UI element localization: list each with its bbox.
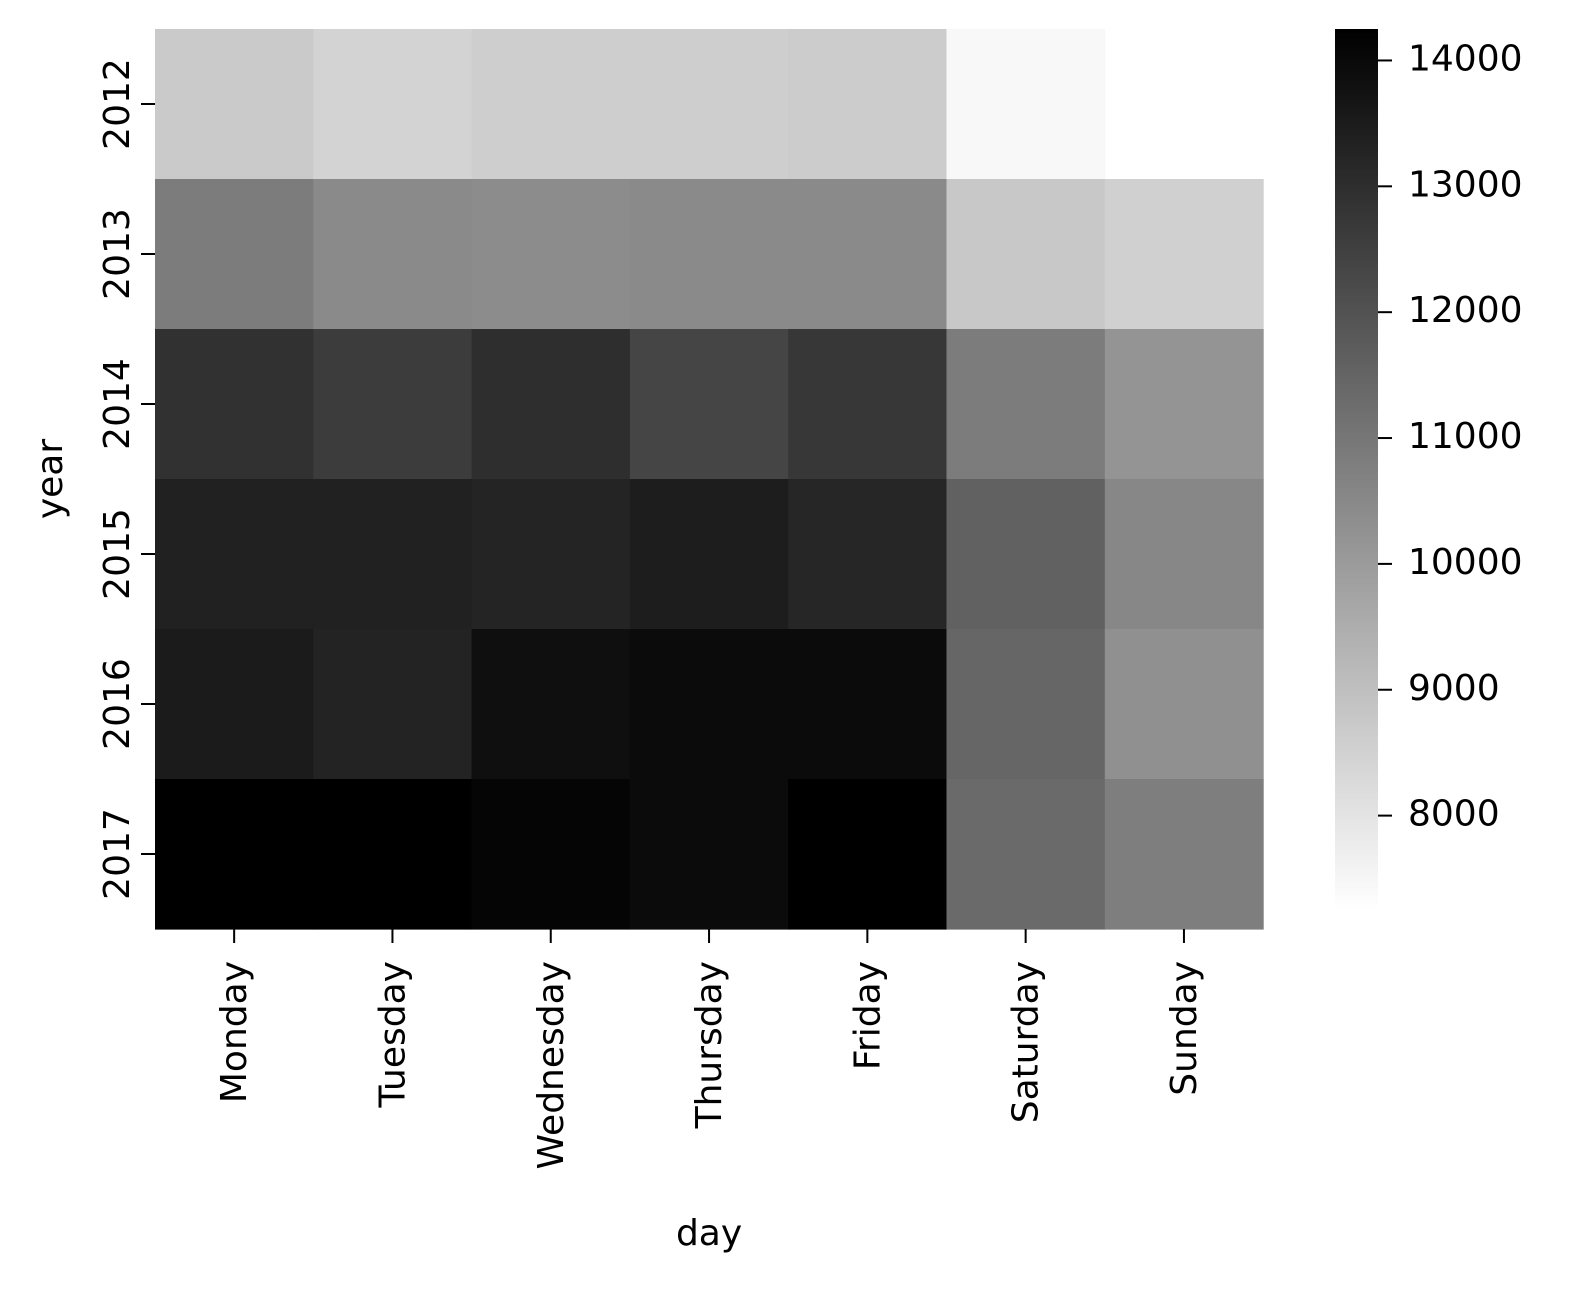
y-tick-label: 2014: [97, 358, 138, 450]
y-tick-label: 2016: [97, 658, 138, 750]
heatmap-cell: [471, 29, 631, 180]
heatmap-cell: [629, 779, 789, 930]
heatmap-cell: [313, 779, 473, 930]
heatmap-cell: [1104, 329, 1264, 480]
heatmap-cell: [471, 479, 631, 630]
heatmap-cell: [946, 29, 1106, 180]
y-tick-label: 2015: [97, 508, 138, 600]
heatmap-cell: [1104, 779, 1264, 930]
heatmap-cell: [313, 29, 473, 180]
heatmap-cell: [155, 629, 314, 780]
heatmap-cell: [788, 629, 948, 780]
heatmap-cell: [313, 179, 473, 330]
heatmap-cell: [471, 779, 631, 930]
heatmap-cell: [788, 779, 948, 930]
x-axis: Monday Tuesday Wednesday Thursday Friday Satu…: [214, 929, 1205, 1169]
colorbar-tick-label: 9000: [1408, 668, 1500, 709]
heatmap-cell: [471, 629, 631, 780]
heatmap-cell: [155, 479, 314, 630]
y-axis: 2012 2013 2014 2015 2016 2017: [97, 58, 155, 900]
heatmap-cell: [946, 779, 1106, 930]
heatmap-cell: [629, 29, 789, 180]
heatmap-cell: [155, 29, 314, 180]
colorbar-tick-label: 11000: [1408, 416, 1523, 457]
colorbar-tick-label: 8000: [1408, 794, 1500, 835]
y-tick-label: 2017: [97, 808, 138, 900]
heatmap-cell: [788, 29, 948, 180]
x-tick-label: Wednesday: [531, 961, 572, 1169]
heatmap-cell: [471, 179, 631, 330]
heatmap-cell: [471, 329, 631, 480]
heatmap-cell: [629, 179, 789, 330]
x-tick-label: Monday: [214, 961, 255, 1103]
heatmap-cell: [1104, 479, 1264, 630]
heatmap-cell: [788, 179, 948, 330]
colorbar-tick-label: 13000: [1408, 164, 1523, 205]
y-tick-label: 2013: [97, 208, 138, 300]
x-tick-label: Sunday: [1164, 961, 1205, 1096]
heatmap-cell: [1104, 179, 1264, 330]
x-tick-label: Tuesday: [372, 961, 413, 1108]
heatmap-cell: [946, 329, 1106, 480]
heatmap-cell: [313, 629, 473, 780]
x-tick-label: Thursday: [689, 961, 730, 1129]
x-tick-label: Saturday: [1006, 961, 1047, 1123]
heatmap-cell: [629, 329, 789, 480]
x-axis-label: day: [676, 1213, 742, 1254]
colorbar-tick-label: 12000: [1408, 290, 1523, 331]
colorbar: [1335, 29, 1378, 910]
heatmap-cell: [1104, 629, 1264, 780]
heatmap-cell: [788, 479, 948, 630]
heatmap-cell: [629, 629, 789, 780]
heatmap-cell: [155, 329, 314, 480]
heatmap-cell: [313, 479, 473, 630]
heatmap-cell: [946, 629, 1106, 780]
heatmap-cell: [629, 479, 789, 630]
heatmap-cell: [788, 329, 948, 480]
x-tick-label: Friday: [847, 961, 888, 1070]
heatmap-cell: [155, 179, 314, 330]
heatmap-cell: [313, 329, 473, 480]
y-axis-label: year: [30, 439, 71, 520]
colorbar-tick-label: 14000: [1408, 38, 1523, 79]
heatmap-cells: [155, 29, 1264, 930]
heatmap-cell: [946, 479, 1106, 630]
colorbar-tick-label: 10000: [1408, 542, 1523, 583]
colorbar-ticks: 8000 9000 10000 11000 12000 13000 14000: [1378, 38, 1523, 835]
y-tick-label: 2012: [97, 58, 138, 150]
heatmap-cell: [155, 779, 314, 930]
heatmap-cell: [946, 179, 1106, 330]
